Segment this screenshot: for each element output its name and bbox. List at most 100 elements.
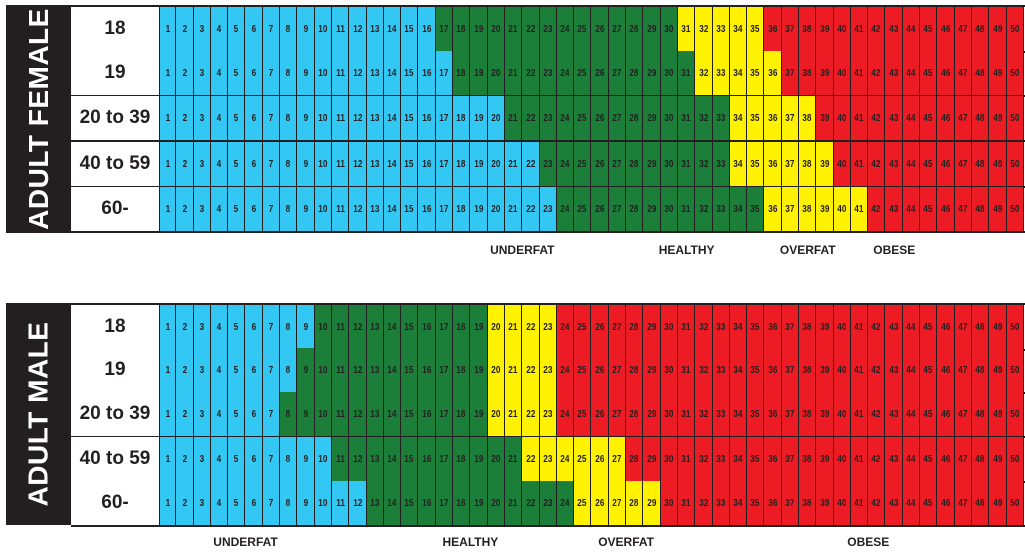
bodyfat-cell: 4 [210, 7, 229, 51]
cell-value: 11 [335, 157, 345, 170]
cell-value: 17 [439, 203, 449, 215]
cell-value: 14 [387, 112, 397, 124]
bodyfat-cell: 10 [314, 141, 332, 186]
bodyfat-cell: 5 [228, 50, 246, 95]
bodyfat-cell: 19 [470, 392, 488, 436]
bodyfat-cell: 46 [937, 436, 955, 481]
bodyfat-cell: 3 [193, 141, 211, 186]
bodyfat-cell: 8 [280, 187, 298, 231]
cell-value: 17 [439, 321, 449, 333]
bodyfat-cell: 18 [453, 141, 471, 186]
bodyfat-cell: 23 [539, 436, 557, 481]
cell-value: 21 [508, 112, 518, 124]
bodyfat-cell: 35 [747, 96, 765, 140]
cell-value: 7 [268, 321, 274, 333]
bodyfat-cell: 42 [868, 305, 886, 349]
cell-value: 48 [975, 23, 985, 35]
cell-value: 41 [854, 497, 864, 509]
cell-value: 21 [508, 157, 518, 170]
bodyfat-cell: 38 [798, 481, 817, 525]
cell-value: 28 [629, 203, 639, 215]
cell-value: 34 [733, 363, 743, 376]
cell-value: 48 [975, 497, 985, 509]
cell-value: 25 [577, 66, 587, 79]
cell-value: 42 [871, 363, 881, 376]
bodyfat-cell: 28 [626, 187, 644, 231]
cell-value: 2 [182, 452, 187, 465]
cell-value: 35 [750, 66, 760, 79]
cell-value: 37 [785, 408, 795, 420]
cell-value: 40 [837, 321, 847, 333]
cell-value: 39 [819, 321, 829, 333]
bodyfat-cell: 18 [453, 187, 471, 231]
cell-value: 38 [802, 203, 812, 215]
bodyfat-cell: 17 [435, 50, 454, 95]
bodyfat-cell: 27 [608, 481, 627, 525]
bodyfat-cell: 45 [920, 392, 938, 436]
cell-value: 29 [646, 452, 657, 465]
cell-value: 47 [958, 321, 968, 333]
cell-value: 3 [199, 112, 205, 124]
cell-value: 6 [251, 321, 256, 333]
cell-value: 1 [165, 497, 170, 509]
bodyfat-cell: 27 [608, 347, 627, 392]
bodyfat-cell: 14 [383, 96, 402, 140]
cell-value: 27 [612, 112, 622, 124]
cell-value: 16 [422, 23, 432, 35]
cell-value: 41 [854, 203, 864, 215]
cell-value: 20 [491, 157, 501, 170]
cell-value: 40 [837, 408, 847, 420]
bodyfat-cell: 33 [712, 7, 730, 51]
cell-value: 25 [577, 452, 587, 465]
cell-value: 22 [525, 363, 535, 376]
bodyfat-cell: 36 [764, 481, 782, 525]
cell-value: 24 [560, 408, 570, 420]
bodyfat-cell: 22 [522, 141, 540, 186]
bodyfat-cell: 17 [435, 347, 454, 392]
bodyfat-cell: 35 [747, 141, 765, 186]
bodyfat-cell: 41 [850, 50, 869, 95]
cell-value: 26 [595, 497, 605, 509]
bodyfat-cell: 38 [798, 305, 817, 349]
bodyfat-cell: 27 [608, 392, 627, 436]
cell-value: 30 [664, 321, 674, 333]
bodyfat-cell: 33 [712, 96, 730, 140]
cell-value: 10 [318, 497, 328, 509]
cell-value: 49 [992, 112, 1002, 124]
cell-value: 21 [508, 321, 518, 333]
bodyfat-cell: 15 [401, 7, 419, 51]
cell-value: 29 [646, 363, 657, 376]
cell-value: 49 [992, 321, 1002, 333]
cell-value: 44 [906, 112, 916, 124]
cell-value: 28 [629, 157, 639, 170]
cell-value: 20 [491, 408, 501, 420]
category-label: OBESE [847, 535, 890, 549]
cell-value: 33 [716, 497, 726, 509]
bodyfat-cell: 8 [280, 7, 298, 51]
bodyfat-cell: 1 [159, 50, 177, 95]
bodyfat-cell: 46 [937, 392, 955, 436]
cell-value: 10 [318, 452, 328, 465]
cell-value: 16 [422, 203, 432, 215]
cell-value: 47 [958, 497, 968, 509]
bodyfat-cell: 24 [556, 481, 575, 525]
cell-value: 9 [303, 112, 308, 124]
bodyfat-cell: 31 [677, 96, 696, 140]
bodyfat-cell: 38 [798, 50, 817, 95]
cell-value: 50 [1010, 66, 1020, 79]
cell-value: 47 [958, 408, 968, 420]
cell-value: 8 [285, 452, 291, 465]
cell-value: 48 [975, 112, 985, 124]
bodyfat-cell: 33 [712, 436, 730, 481]
cell-value: 8 [285, 23, 291, 35]
cell-value: 30 [664, 23, 674, 35]
bodyfat-cell: 38 [798, 96, 817, 140]
cell-value: 31 [681, 408, 691, 420]
cell-value: 46 [940, 203, 951, 215]
cell-value: 6 [251, 203, 256, 215]
cell-value: 23 [543, 452, 553, 465]
cell-value: 33 [716, 23, 726, 35]
cell-value: 31 [681, 497, 691, 509]
bodyfat-cell: 15 [401, 141, 419, 186]
cell-value: 13 [370, 66, 380, 79]
